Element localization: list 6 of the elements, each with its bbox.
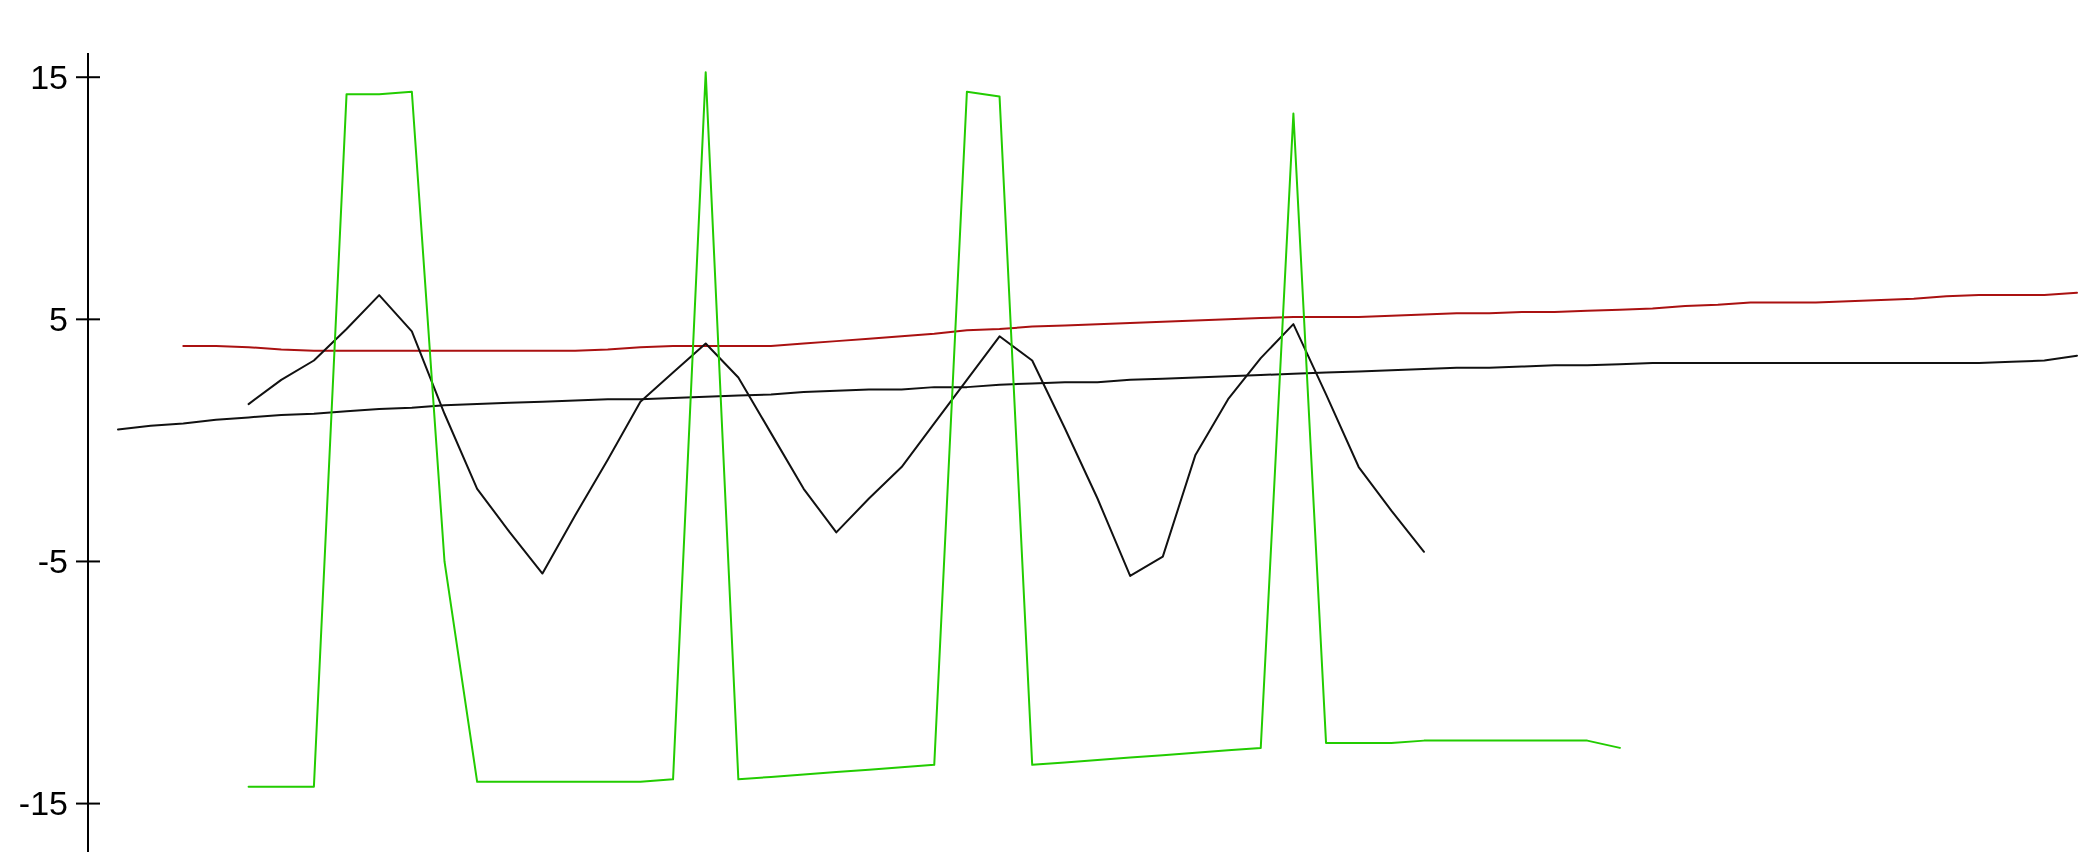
line-series bbox=[247, 71, 1621, 788]
y-tick-label: -5 bbox=[37, 542, 68, 581]
line-series bbox=[182, 291, 2078, 352]
y-tick-label: 15 bbox=[30, 58, 68, 97]
y-tick-label: 5 bbox=[49, 300, 68, 339]
y-tick-label: -15 bbox=[18, 784, 68, 823]
